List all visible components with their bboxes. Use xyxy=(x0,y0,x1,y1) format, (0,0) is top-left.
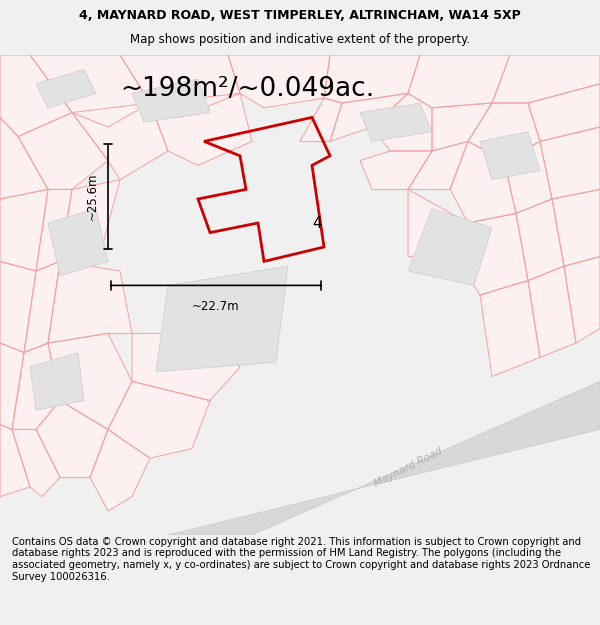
Polygon shape xyxy=(120,55,240,118)
Polygon shape xyxy=(480,281,540,377)
Polygon shape xyxy=(0,55,72,137)
Polygon shape xyxy=(0,118,48,199)
Polygon shape xyxy=(36,189,72,271)
Polygon shape xyxy=(18,112,108,189)
Polygon shape xyxy=(12,429,60,497)
Text: ~22.7m: ~22.7m xyxy=(192,300,240,312)
Polygon shape xyxy=(36,69,96,108)
Polygon shape xyxy=(24,261,60,352)
Polygon shape xyxy=(48,333,132,429)
Polygon shape xyxy=(372,93,432,151)
Polygon shape xyxy=(360,103,432,141)
Polygon shape xyxy=(408,55,510,108)
Polygon shape xyxy=(0,261,36,352)
Polygon shape xyxy=(324,55,420,103)
Text: 4: 4 xyxy=(312,216,322,231)
Polygon shape xyxy=(0,343,24,429)
Polygon shape xyxy=(480,132,540,180)
Polygon shape xyxy=(408,141,468,189)
Polygon shape xyxy=(552,189,600,266)
Polygon shape xyxy=(330,93,408,141)
Polygon shape xyxy=(360,151,432,189)
Polygon shape xyxy=(150,93,252,166)
Polygon shape xyxy=(30,55,150,127)
Polygon shape xyxy=(72,103,168,180)
Polygon shape xyxy=(456,213,528,295)
Text: Maynard Road: Maynard Road xyxy=(372,446,444,489)
Polygon shape xyxy=(108,381,210,458)
Polygon shape xyxy=(12,343,60,429)
Polygon shape xyxy=(468,103,540,161)
Polygon shape xyxy=(564,257,600,343)
Polygon shape xyxy=(528,84,600,141)
Polygon shape xyxy=(156,266,288,372)
Polygon shape xyxy=(90,429,150,511)
Text: 4, MAYNARD ROAD, WEST TIMPERLEY, ALTRINCHAM, WA14 5XP: 4, MAYNARD ROAD, WEST TIMPERLEY, ALTRINC… xyxy=(79,9,521,22)
Polygon shape xyxy=(0,189,48,271)
Text: Contains OS data © Crown copyright and database right 2021. This information is : Contains OS data © Crown copyright and d… xyxy=(12,537,590,582)
Polygon shape xyxy=(60,180,120,261)
Text: ~25.6m: ~25.6m xyxy=(86,173,99,221)
Polygon shape xyxy=(300,98,342,141)
Polygon shape xyxy=(132,333,240,401)
Polygon shape xyxy=(0,424,30,497)
Polygon shape xyxy=(132,79,210,122)
Polygon shape xyxy=(30,352,84,410)
Polygon shape xyxy=(450,141,516,223)
Polygon shape xyxy=(540,127,600,199)
Polygon shape xyxy=(228,55,330,108)
Polygon shape xyxy=(408,209,492,286)
Polygon shape xyxy=(516,199,564,281)
Polygon shape xyxy=(168,381,600,535)
Text: Map shows position and indicative extent of the property.: Map shows position and indicative extent… xyxy=(130,33,470,46)
Polygon shape xyxy=(504,141,552,213)
Polygon shape xyxy=(492,55,600,103)
Polygon shape xyxy=(48,261,132,343)
Text: ~198m²/~0.049ac.: ~198m²/~0.049ac. xyxy=(120,76,374,102)
Polygon shape xyxy=(48,209,108,276)
Polygon shape xyxy=(408,189,468,257)
Polygon shape xyxy=(36,401,108,478)
Polygon shape xyxy=(528,266,576,358)
Polygon shape xyxy=(432,103,492,151)
